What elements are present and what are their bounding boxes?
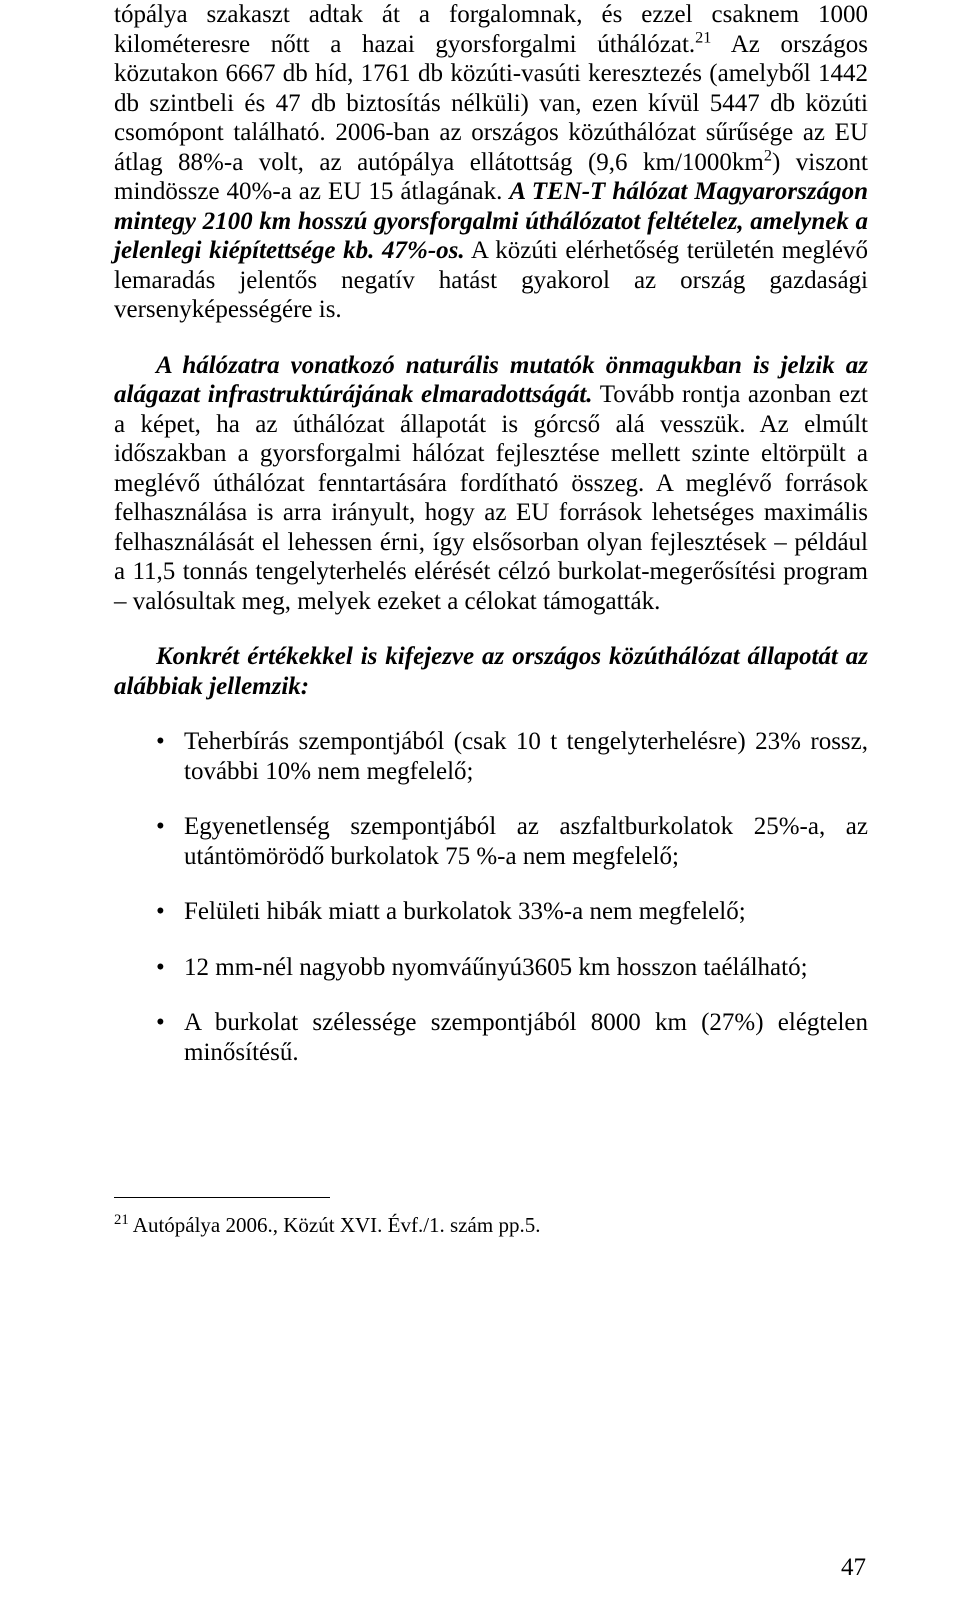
- bullet-text: Teherbírás szempontjából (csak 10 t teng…: [184, 728, 868, 785]
- footnote-21-mark: 21: [114, 1212, 129, 1228]
- bullet-text: Felületi hibák miatt a burkolatok 33%-a …: [184, 898, 746, 925]
- list-item: 12 mm-nél nagyobb nyomváűnyú3605 km hoss…: [156, 953, 868, 983]
- bullet-text: 12 mm-nél nagyobb nyomváűnyú3605 km hoss…: [184, 954, 808, 981]
- p1-sup2: 2: [764, 146, 772, 164]
- bullet-list: Teherbírás szempontjából (csak 10 t teng…: [114, 727, 868, 1067]
- footnote-21: 21 Autópálya 2006., Közút XVI. Évf./1. s…: [114, 1212, 868, 1239]
- list-item: Egyenetlenség szempontjából az aszfaltbu…: [156, 812, 868, 871]
- page-number: 47: [841, 1554, 866, 1582]
- p2-seg1: Tovább rontja azonban ezt a képet, ha az…: [114, 381, 868, 615]
- bullet-text: A burkolat szélessége szempontjából 8000…: [184, 1009, 868, 1066]
- paragraph-3: Konkrét értékekkel is kifejezve az orszá…: [114, 642, 868, 701]
- list-item: Felületi hibák miatt a burkolatok 33%-a …: [156, 897, 868, 927]
- list-item: A burkolat szélessége szempontjából 8000…: [156, 1008, 868, 1067]
- bullet-text: Egyenetlenség szempontjából az aszfaltbu…: [184, 813, 868, 870]
- paragraph-2: A hálózatra vonatkozó naturális mutatók …: [114, 351, 868, 617]
- paragraph-1: tópálya szakaszt adtak át a forgalomnak,…: [114, 0, 868, 325]
- footnote-separator: [114, 1197, 330, 1198]
- p3-italic1: Konkrét értékekkel is kifejezve az orszá…: [114, 643, 868, 700]
- document-page: tópálya szakaszt adtak át a forgalomnak,…: [0, 0, 960, 1606]
- list-item: Teherbírás szempontjából (csak 10 t teng…: [156, 727, 868, 786]
- footnote-21-text: Autópálya 2006., Közút XVI. Évf./1. szám…: [129, 1213, 541, 1237]
- footnote-21-ref: 21: [695, 28, 711, 46]
